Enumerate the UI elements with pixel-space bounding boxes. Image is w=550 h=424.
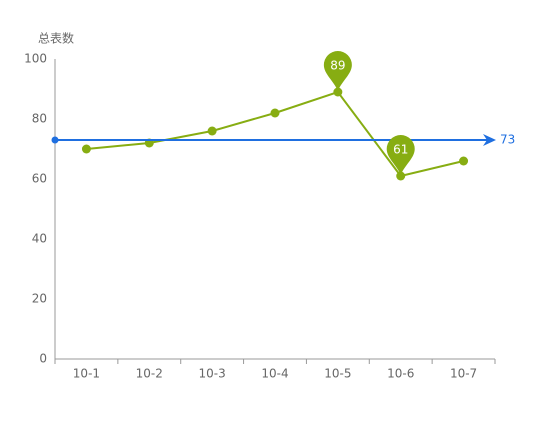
mark-line-start bbox=[51, 136, 59, 144]
point bbox=[459, 156, 469, 166]
x-tick-label: 10-2 bbox=[136, 367, 163, 381]
x-tick-label: 10-5 bbox=[324, 367, 351, 381]
mark-pin-label: 89 bbox=[330, 59, 345, 73]
y-tick-label: 0 bbox=[39, 352, 47, 366]
y-tick-label: 40 bbox=[32, 232, 47, 246]
y-tick-label: 80 bbox=[32, 112, 47, 126]
x-tick-label: 10-6 bbox=[387, 367, 414, 381]
mark-pin-label: 61 bbox=[393, 143, 408, 157]
x-tick-label: 10-7 bbox=[450, 367, 477, 381]
mark-pin bbox=[323, 51, 352, 91]
point bbox=[396, 171, 406, 181]
y-axis-name: 总表数 bbox=[38, 31, 74, 46]
y-tick-label: 100 bbox=[24, 52, 47, 66]
mark-pin bbox=[386, 135, 415, 175]
point bbox=[270, 108, 280, 118]
mark-line-arrow bbox=[483, 134, 496, 146]
x-tick-label: 10-1 bbox=[73, 367, 100, 381]
x-tick-label: 10-4 bbox=[261, 367, 288, 381]
point bbox=[81, 144, 91, 154]
y-tick-label: 60 bbox=[32, 172, 47, 186]
x-tick-label: 10-3 bbox=[199, 367, 226, 381]
point bbox=[333, 87, 343, 97]
mark-line-label: 73 bbox=[500, 133, 515, 147]
point bbox=[207, 126, 217, 136]
y-tick-label: 20 bbox=[32, 292, 47, 306]
